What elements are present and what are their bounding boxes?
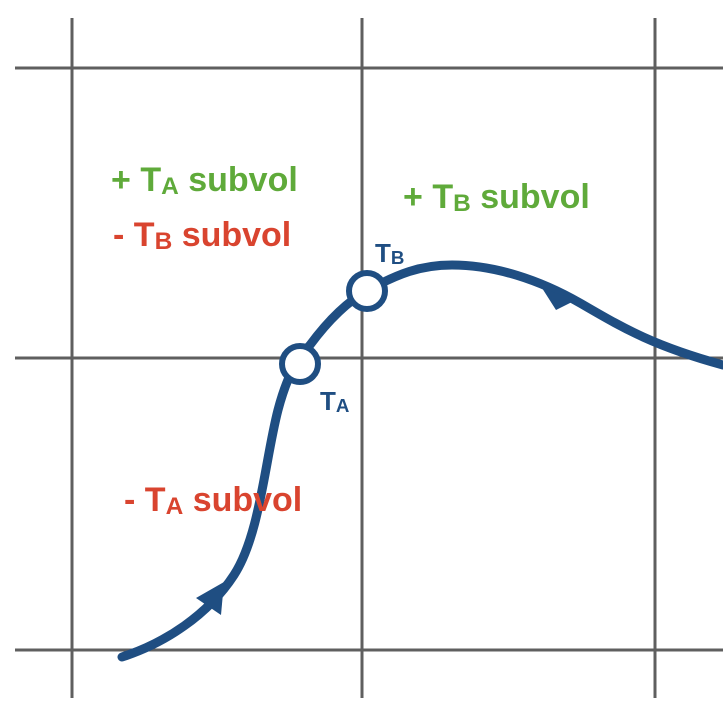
label-word: subvol	[188, 161, 298, 199]
label-subscript: B	[154, 227, 173, 255]
label-word: subvol	[192, 481, 303, 519]
label-point-tb: TB	[375, 240, 404, 268]
label-subscript: A	[335, 395, 350, 417]
label-subscript: B	[453, 189, 471, 217]
label-sign: +	[403, 178, 423, 216]
label-letter: T	[144, 481, 166, 519]
label-plus-tb-subvol: + TB subvol	[403, 180, 590, 216]
label-subscript: A	[165, 492, 184, 520]
label-minus-ta-subvol: - TA subvol	[124, 483, 302, 519]
label-letter: T	[320, 386, 336, 416]
label-minus-tb-subvol: - TB subvol	[113, 218, 291, 254]
label-letter: T	[133, 216, 155, 254]
label-plus-ta-subvol: + TA subvol	[111, 163, 298, 199]
label-point-ta: TA	[320, 388, 349, 416]
label-subscript: B	[390, 247, 405, 269]
label-word: subvol	[480, 178, 590, 216]
label-word: subvol	[181, 216, 292, 254]
trajectory-curve	[117, 260, 723, 662]
arrowhead-lower	[196, 582, 224, 615]
label-sign: -	[113, 216, 125, 254]
label-sign: -	[124, 481, 136, 519]
label-letter: T	[140, 161, 162, 199]
arrowhead-upper	[542, 288, 576, 310]
label-letter: T	[375, 238, 391, 268]
label-letter: T	[432, 178, 454, 216]
label-subscript: A	[161, 172, 179, 200]
crossing-point-b	[346, 270, 388, 312]
label-sign: +	[111, 161, 131, 199]
crossing-point-a	[279, 343, 321, 385]
